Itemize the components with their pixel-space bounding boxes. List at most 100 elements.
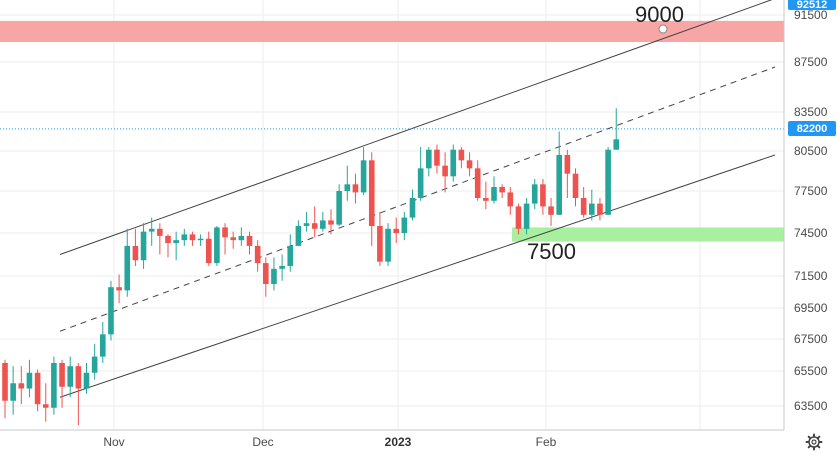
candle bbox=[466, 152, 473, 177]
candle bbox=[344, 165, 351, 201]
candle bbox=[320, 212, 326, 232]
candle-body bbox=[580, 198, 587, 215]
channel-lines bbox=[59, 0, 776, 398]
candle-body bbox=[523, 203, 530, 229]
candle-body bbox=[320, 220, 326, 229]
settings-gear-icon[interactable] bbox=[805, 433, 823, 451]
candle-body bbox=[67, 366, 73, 387]
candle-body bbox=[483, 198, 489, 201]
candle-body bbox=[2, 363, 8, 401]
candle-body bbox=[426, 149, 432, 169]
candle bbox=[59, 359, 65, 408]
candle-body bbox=[287, 245, 294, 266]
candle-body bbox=[466, 160, 473, 169]
candle bbox=[336, 184, 342, 226]
candle bbox=[311, 206, 318, 238]
candle bbox=[499, 184, 505, 198]
candle-body bbox=[360, 160, 367, 193]
annotations: 9000 7500 bbox=[527, 2, 684, 264]
current-price-badge[interactable] bbox=[788, 121, 836, 136]
candle-body bbox=[271, 268, 277, 284]
candle-body bbox=[26, 372, 33, 389]
zone-resistance bbox=[0, 20, 784, 43]
y-tick-label: 91500 bbox=[794, 8, 828, 22]
candle bbox=[393, 217, 399, 244]
x-tick-label-2023: 2023 bbox=[385, 435, 412, 449]
candle-body bbox=[83, 372, 90, 389]
candle bbox=[491, 176, 497, 204]
y-tick-label: 71500 bbox=[794, 269, 828, 283]
candle bbox=[26, 359, 33, 398]
candle bbox=[173, 231, 179, 261]
annotation-anchor bbox=[658, 24, 668, 34]
candle bbox=[605, 147, 611, 215]
candle-body bbox=[51, 363, 57, 408]
candle-body bbox=[507, 192, 514, 207]
candle bbox=[18, 366, 25, 405]
candle bbox=[531, 179, 538, 210]
candle bbox=[51, 356, 57, 415]
candle-body bbox=[401, 217, 408, 233]
candle bbox=[91, 343, 98, 380]
candle-body bbox=[531, 184, 538, 204]
candle bbox=[458, 147, 465, 169]
candle bbox=[116, 274, 122, 304]
candle bbox=[385, 223, 391, 266]
channel-line-middle bbox=[59, 66, 776, 332]
candle bbox=[254, 240, 261, 272]
candle-body bbox=[222, 227, 228, 238]
candle bbox=[230, 231, 236, 249]
candle-body bbox=[434, 149, 440, 166]
candle bbox=[246, 231, 253, 255]
candle-body bbox=[263, 263, 269, 284]
candle bbox=[548, 198, 554, 226]
candle bbox=[287, 234, 294, 272]
candle-body bbox=[442, 165, 448, 177]
candle-body bbox=[458, 149, 465, 161]
candle bbox=[34, 369, 41, 412]
annotation-9000: 9000 bbox=[635, 2, 684, 27]
candle bbox=[148, 217, 155, 246]
candle-body bbox=[18, 383, 25, 389]
candle-body bbox=[352, 184, 359, 193]
candle-body bbox=[238, 235, 245, 241]
candle bbox=[360, 147, 367, 196]
candle-body bbox=[132, 245, 139, 261]
price-axis: 91500 87500 83500 80500 77500 74500 71500 69500… bbox=[783, 0, 840, 430]
candle-body bbox=[116, 287, 122, 291]
candle-body bbox=[108, 287, 114, 335]
candle-body bbox=[254, 245, 261, 264]
candle-body bbox=[140, 231, 147, 261]
candle-body bbox=[181, 234, 188, 241]
candle-body bbox=[385, 228, 391, 262]
y-tick-label: 77500 bbox=[794, 184, 828, 198]
candle-body bbox=[246, 235, 253, 246]
candle-body bbox=[42, 404, 49, 408]
candle bbox=[132, 228, 139, 266]
candle bbox=[442, 152, 448, 193]
channel-line-upper bbox=[59, 0, 773, 255]
candle bbox=[556, 131, 562, 215]
candle bbox=[368, 152, 375, 246]
y-tick-label: 65500 bbox=[794, 364, 828, 378]
candle bbox=[474, 160, 481, 201]
candle bbox=[279, 254, 285, 281]
candle-body bbox=[189, 234, 196, 241]
candle-body bbox=[540, 184, 546, 207]
candle-body bbox=[311, 223, 318, 229]
candle bbox=[295, 220, 302, 246]
candle-body bbox=[91, 356, 98, 373]
y-tick-label: 87500 bbox=[794, 55, 828, 69]
current-price-badge-label: 82200 bbox=[797, 123, 828, 135]
candle bbox=[434, 144, 440, 174]
y-tick-label: 69500 bbox=[794, 301, 828, 315]
y-tick-label: 74500 bbox=[794, 226, 828, 240]
candle bbox=[507, 187, 514, 215]
candle-body bbox=[303, 223, 310, 226]
candle bbox=[157, 223, 163, 255]
candle-body bbox=[491, 187, 497, 201]
candle bbox=[523, 198, 530, 235]
zone-support bbox=[512, 227, 784, 242]
candle bbox=[67, 356, 73, 398]
candle bbox=[417, 147, 424, 201]
